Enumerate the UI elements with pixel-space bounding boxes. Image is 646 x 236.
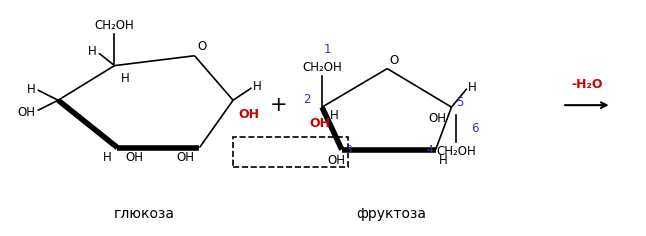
Text: OH: OH <box>176 151 194 164</box>
Text: OH: OH <box>17 105 36 118</box>
Text: OH: OH <box>428 112 446 125</box>
Text: H: H <box>468 81 477 94</box>
Text: OH: OH <box>238 108 259 121</box>
Text: 2: 2 <box>303 93 310 106</box>
Text: глюкоза: глюкоза <box>114 207 174 221</box>
Text: 1: 1 <box>323 43 331 56</box>
Text: H: H <box>330 109 339 122</box>
Text: +: + <box>270 95 287 115</box>
Text: O: O <box>198 40 207 53</box>
Text: O: O <box>389 54 399 67</box>
Text: H: H <box>439 154 448 167</box>
Text: CH₂OH: CH₂OH <box>302 60 342 74</box>
Text: OH: OH <box>328 154 346 167</box>
Text: H: H <box>88 45 97 58</box>
Text: CH₂OH: CH₂OH <box>94 19 134 32</box>
Text: 6: 6 <box>471 122 479 135</box>
Text: -H₂O: -H₂O <box>571 78 603 91</box>
Text: H: H <box>120 72 129 84</box>
Text: 4: 4 <box>426 145 433 155</box>
Text: 5: 5 <box>457 96 464 109</box>
Text: H: H <box>26 83 36 96</box>
Text: H: H <box>253 80 262 93</box>
Text: 3: 3 <box>345 145 351 155</box>
Text: фруктоза: фруктоза <box>356 207 426 221</box>
Text: OH: OH <box>125 151 143 164</box>
Text: CH₂OH: CH₂OH <box>437 145 476 158</box>
Text: H: H <box>103 151 112 164</box>
Text: OH: OH <box>309 117 331 130</box>
Bar <box>233 137 348 167</box>
